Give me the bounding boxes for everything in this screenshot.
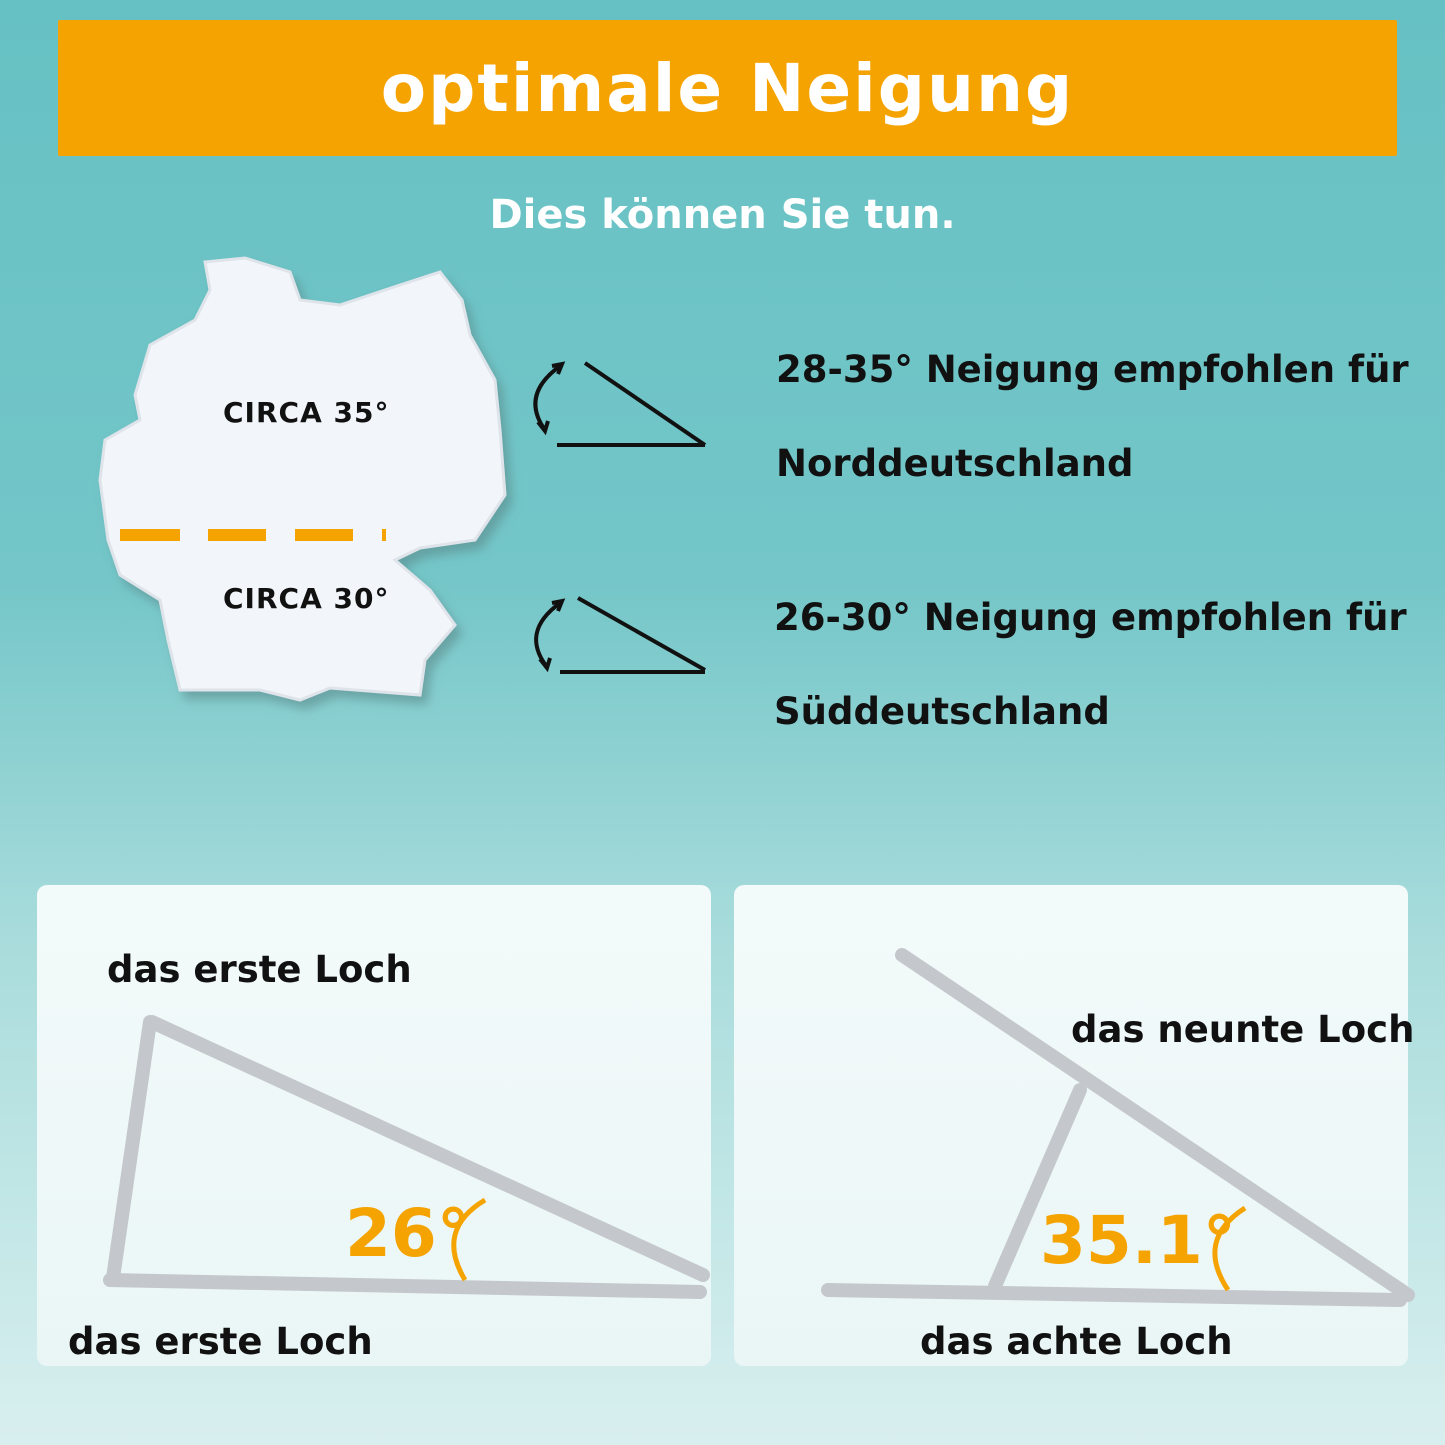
map-label-south: CIRCA 30°: [223, 582, 390, 615]
germany-map: [98, 256, 507, 702]
page-title: optimale Neigung: [380, 49, 1075, 127]
panel1-bottom-label: das erste Loch: [68, 1320, 373, 1363]
panel2-bottom-label: das achte Loch: [920, 1320, 1233, 1363]
angle-arrow-icon: [451, 1197, 487, 1282]
mounting-bracket-26: [103, 1015, 710, 1299]
mounting-bracket-35: [821, 948, 1415, 1307]
recommendation-south-line2: Süddeutschland: [774, 690, 1110, 733]
recommendation-north-line2: Norddeutschland: [776, 442, 1134, 485]
angle-arrow-icon: [1212, 1205, 1247, 1292]
panel2-top-label: das neunte Loch: [1071, 1008, 1415, 1051]
panel1-top-label: das erste Loch: [107, 948, 412, 991]
recommendation-north-line1: 28-35° Neigung empfohlen für: [776, 348, 1409, 391]
panel2-angle: 35.1°: [1040, 1202, 1236, 1279]
panel1-angle: 26°: [345, 1195, 470, 1272]
tilt-angle-icon: [533, 361, 707, 447]
title-banner: optimale Neigung: [58, 20, 1397, 156]
recommendation-south-line1: 26-30° Neigung empfohlen für: [774, 596, 1407, 639]
tilt-angle-icon: [534, 596, 706, 674]
map-label-north: CIRCA 35°: [223, 396, 390, 429]
subtitle: Dies können Sie tun.: [489, 192, 956, 238]
